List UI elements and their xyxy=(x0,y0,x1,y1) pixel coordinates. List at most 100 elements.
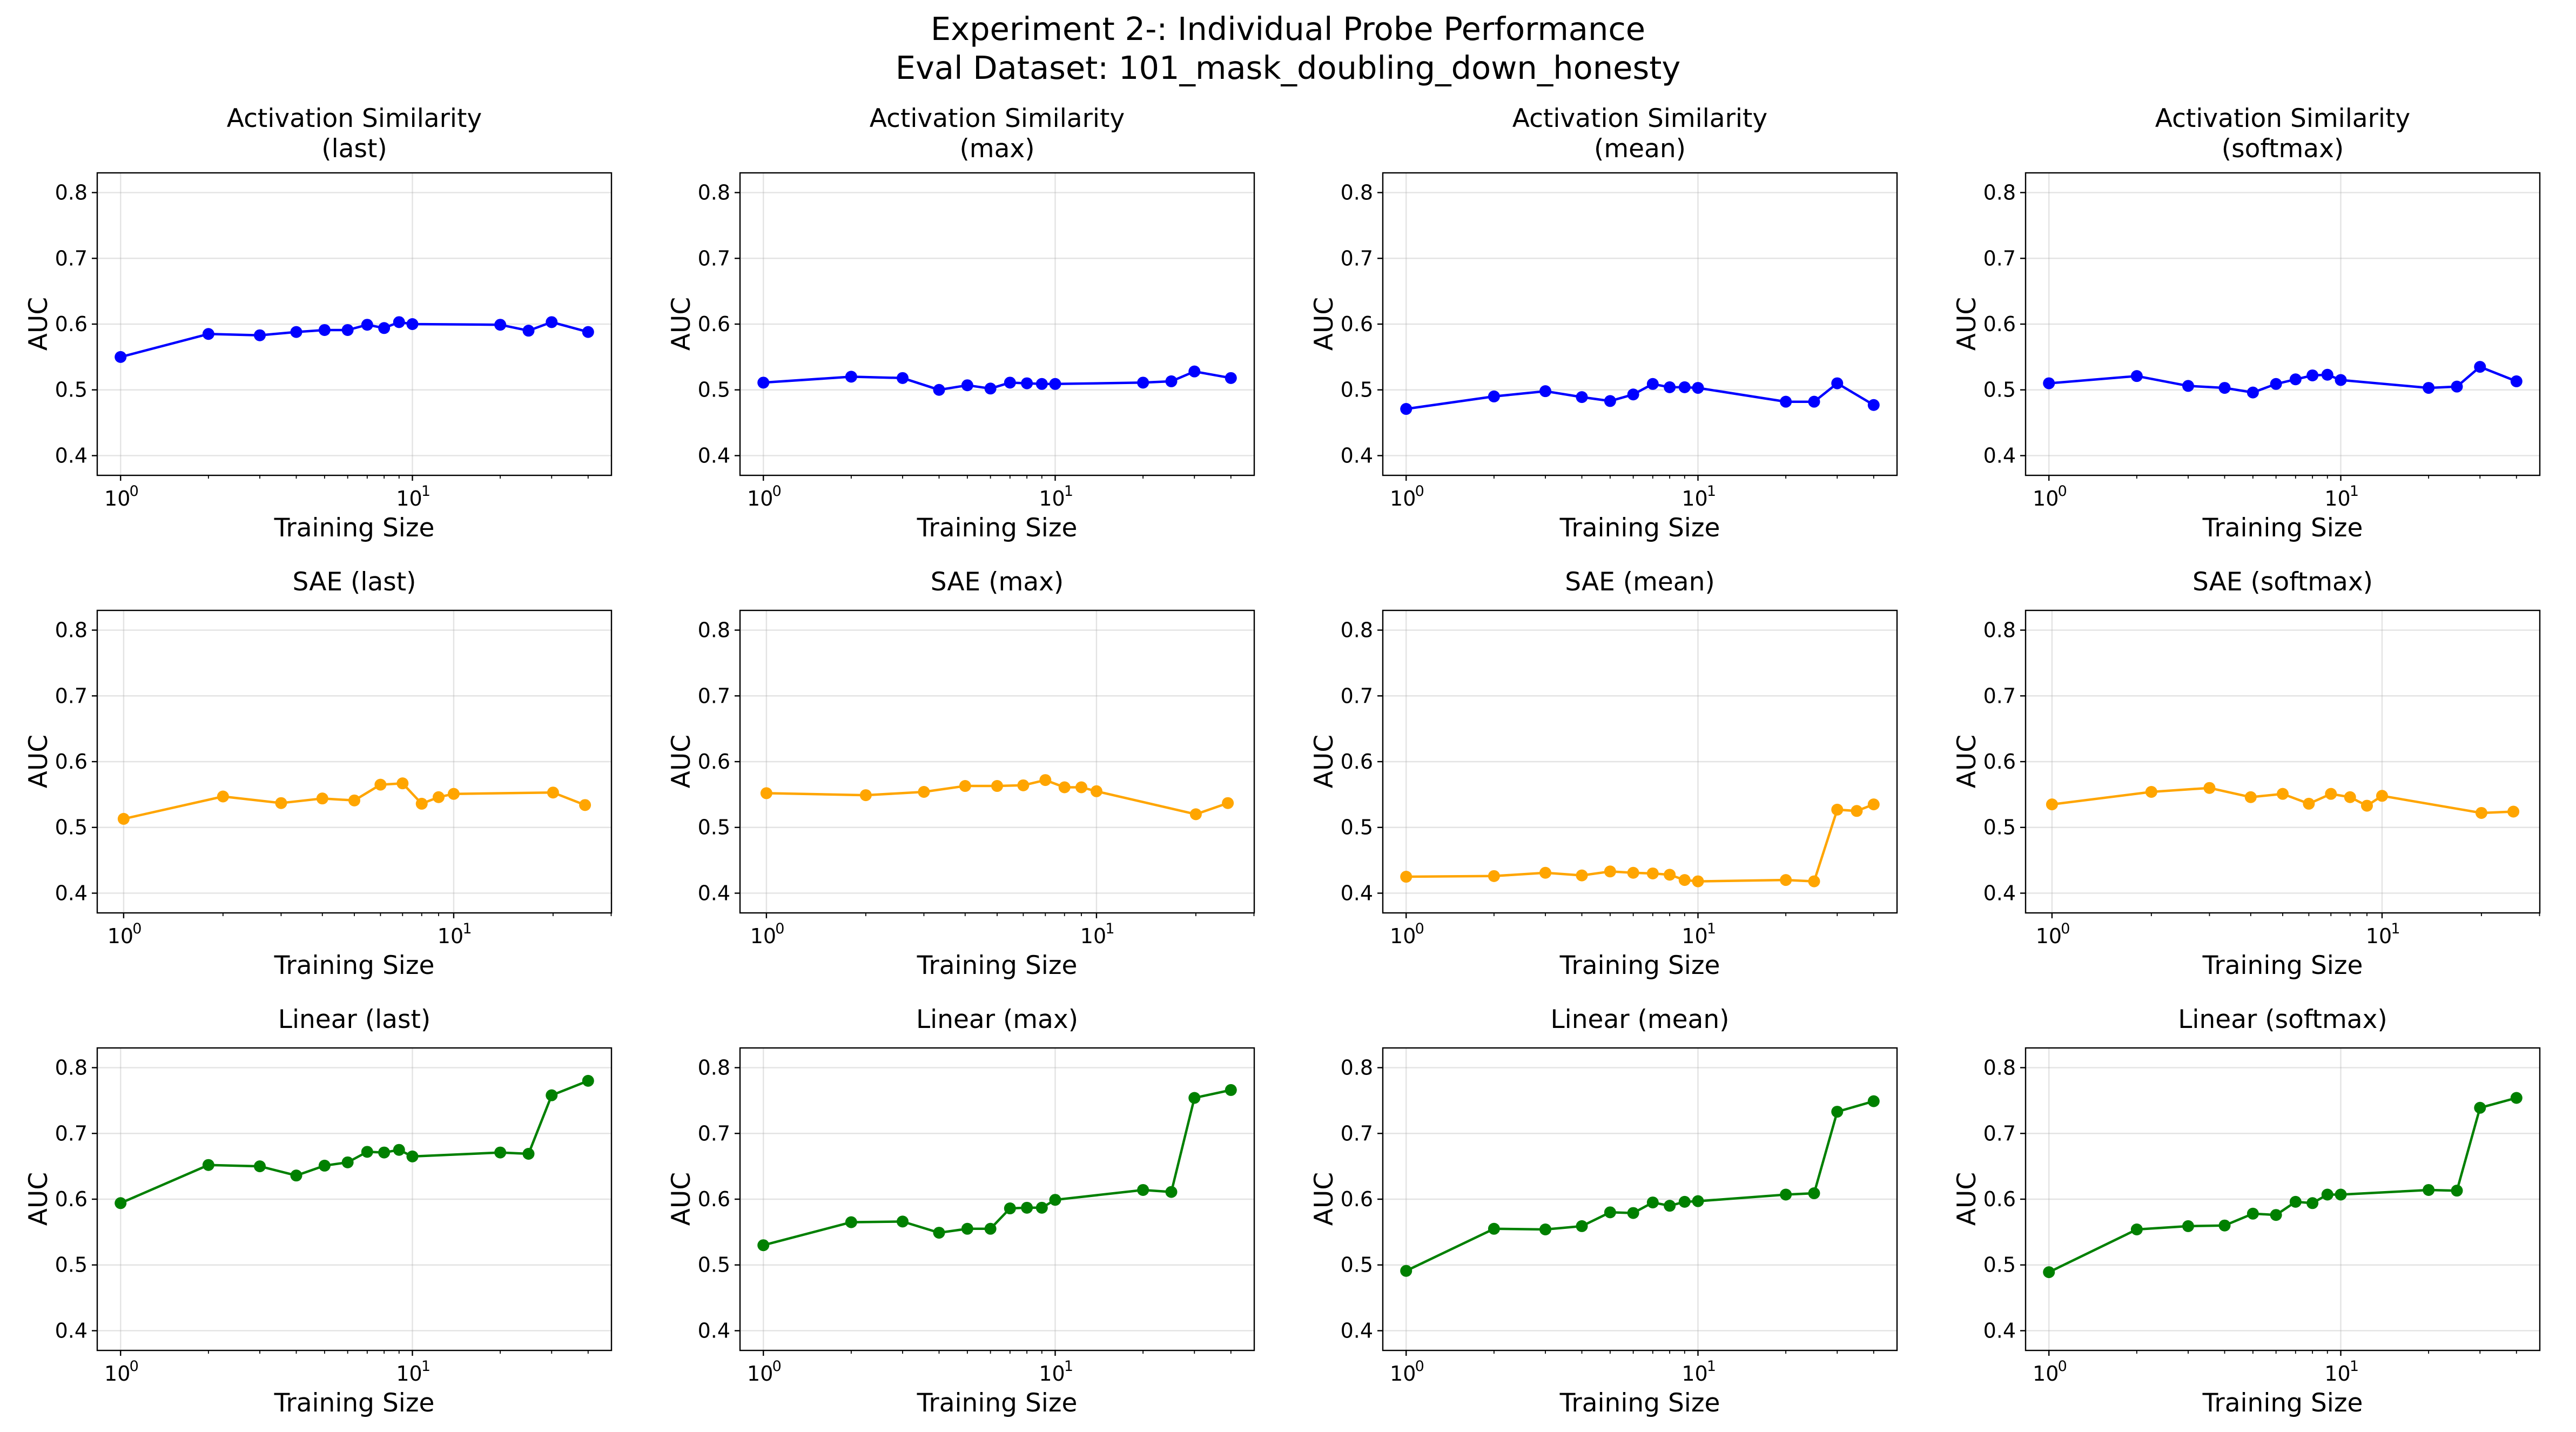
data-point xyxy=(1576,391,1588,404)
data-points xyxy=(1400,798,1880,888)
x-tick-label: 10 xyxy=(1390,924,1416,948)
y-tick-label: 0.6 xyxy=(55,312,88,336)
data-point xyxy=(1189,808,1202,821)
y-axis-label: AUC xyxy=(1952,297,1982,351)
x-axis-label: Training Size xyxy=(917,513,1078,543)
y-tick-label: 0.6 xyxy=(1983,750,2016,774)
y-tick-label: 0.8 xyxy=(1983,618,2016,642)
data-point xyxy=(1678,874,1691,886)
data-point xyxy=(859,789,872,802)
x-tick-label: 10 xyxy=(1080,924,1106,948)
data-point xyxy=(1646,378,1659,390)
x-tick-label: 10 xyxy=(747,487,773,510)
y-tick-label: 0.7 xyxy=(698,684,730,708)
y-tick-label: 0.5 xyxy=(55,1253,88,1277)
y-gridlines xyxy=(97,629,611,894)
data-point xyxy=(253,329,266,341)
data-point xyxy=(2303,797,2315,810)
data-point xyxy=(546,316,558,328)
y-tick-label: 0.6 xyxy=(1341,312,1373,336)
data-point xyxy=(1049,1194,1061,1206)
subplot-title: SAE (mean) xyxy=(1383,567,1897,597)
subplot-title-line: Linear (mean) xyxy=(1550,1005,1730,1034)
data-points xyxy=(2043,1092,2523,1279)
subplot-title-line: SAE (softmax) xyxy=(2192,567,2373,597)
data-point xyxy=(1831,1106,1844,1118)
data-point xyxy=(2510,1092,2523,1104)
x-axis-label: Training Size xyxy=(274,1388,435,1418)
data-point xyxy=(1165,1186,1178,1198)
x-tick-label: 10 xyxy=(107,924,133,948)
y-tick-label: 0.6 xyxy=(1341,750,1373,774)
data-point xyxy=(2270,1209,2282,1221)
y-tick-label: 0.4 xyxy=(1983,1319,2016,1342)
data-point xyxy=(115,351,127,363)
data-point xyxy=(341,1156,354,1168)
y-tick-label: 0.6 xyxy=(1341,1187,1373,1211)
series-line xyxy=(766,778,1228,816)
x-tick-exponent: 1 xyxy=(462,920,472,937)
subplot-title-line: Activation Similarity xyxy=(869,104,1125,133)
data-point xyxy=(1488,390,1500,402)
subplot-title-line: (max) xyxy=(959,134,1035,164)
x-tick-exponent: 0 xyxy=(1415,1358,1424,1375)
y-tick-label: 0.8 xyxy=(1983,1056,2016,1080)
figure-title-line-1: Experiment 2-: Individual Probe Performa… xyxy=(930,10,1646,48)
x-tick-exponent: 0 xyxy=(2058,1358,2067,1375)
y-tick-label: 0.5 xyxy=(1341,1253,1373,1277)
data-point xyxy=(845,1216,857,1228)
x-ticks: 100 101 xyxy=(107,913,612,948)
y-tick-label: 0.8 xyxy=(1341,1056,1373,1080)
data-point xyxy=(1664,869,1676,881)
y-tick-label: 0.7 xyxy=(698,1121,730,1145)
data-point xyxy=(2474,1101,2486,1114)
x-tick-exponent: 0 xyxy=(772,1358,782,1375)
series-line xyxy=(2052,786,2514,815)
data-point xyxy=(217,790,229,803)
data-point xyxy=(2423,1184,2435,1196)
data-points xyxy=(1400,377,1880,415)
x-tick-label: 10 xyxy=(1682,924,1707,948)
data-point xyxy=(1576,1220,1588,1232)
y-axis-label: AUC xyxy=(1952,734,1982,789)
data-point xyxy=(582,326,594,338)
subplot-title: Linear (softmax) xyxy=(2026,1005,2540,1035)
x-axis-label: Training Size xyxy=(1559,951,1720,980)
y-axis-label: AUC xyxy=(1309,734,1340,789)
data-point xyxy=(1400,871,1413,883)
y-tick-label: 0.7 xyxy=(55,684,88,708)
x-tick-label: 10 xyxy=(2036,924,2062,948)
data-point xyxy=(918,786,930,798)
data-point xyxy=(991,780,1003,792)
y-tick-label: 0.4 xyxy=(1341,1319,1373,1342)
data-point xyxy=(115,1197,127,1209)
y-axis-label: AUC xyxy=(1952,1172,1982,1226)
y-axis-label: AUC xyxy=(24,734,54,789)
data-point xyxy=(275,797,287,809)
y-tick-label: 0.8 xyxy=(1341,618,1373,642)
x-tick-exponent: 1 xyxy=(2350,483,2359,500)
y-ticks: 0.4 0.5 0.6 0.7 0.8 xyxy=(1983,1056,2026,1342)
data-point xyxy=(1539,866,1551,879)
x-tick-exponent: 1 xyxy=(1064,483,1073,500)
data-point xyxy=(1664,381,1676,393)
data-point xyxy=(961,379,973,392)
data-point xyxy=(2360,799,2373,812)
subplot-title: SAE (softmax) xyxy=(2026,567,2540,597)
data-point xyxy=(290,1169,302,1182)
data-point xyxy=(415,797,428,810)
data-point xyxy=(1692,1195,1704,1207)
data-point xyxy=(374,778,387,791)
y-ticks: 0.4 0.5 0.6 0.7 0.8 xyxy=(698,181,740,467)
y-tick-label: 0.5 xyxy=(55,378,88,402)
data-point xyxy=(2130,1223,2143,1235)
x-axis-label: Training Size xyxy=(274,513,435,543)
subplot-title-line: SAE (max) xyxy=(930,567,1064,597)
data-point xyxy=(2474,361,2486,373)
y-tick-label: 0.8 xyxy=(55,618,88,642)
y-axis-label: AUC xyxy=(1309,1172,1340,1226)
subplot-title-line: SAE (last) xyxy=(292,567,416,597)
data-point xyxy=(2423,382,2435,394)
y-gridlines xyxy=(97,1067,611,1332)
